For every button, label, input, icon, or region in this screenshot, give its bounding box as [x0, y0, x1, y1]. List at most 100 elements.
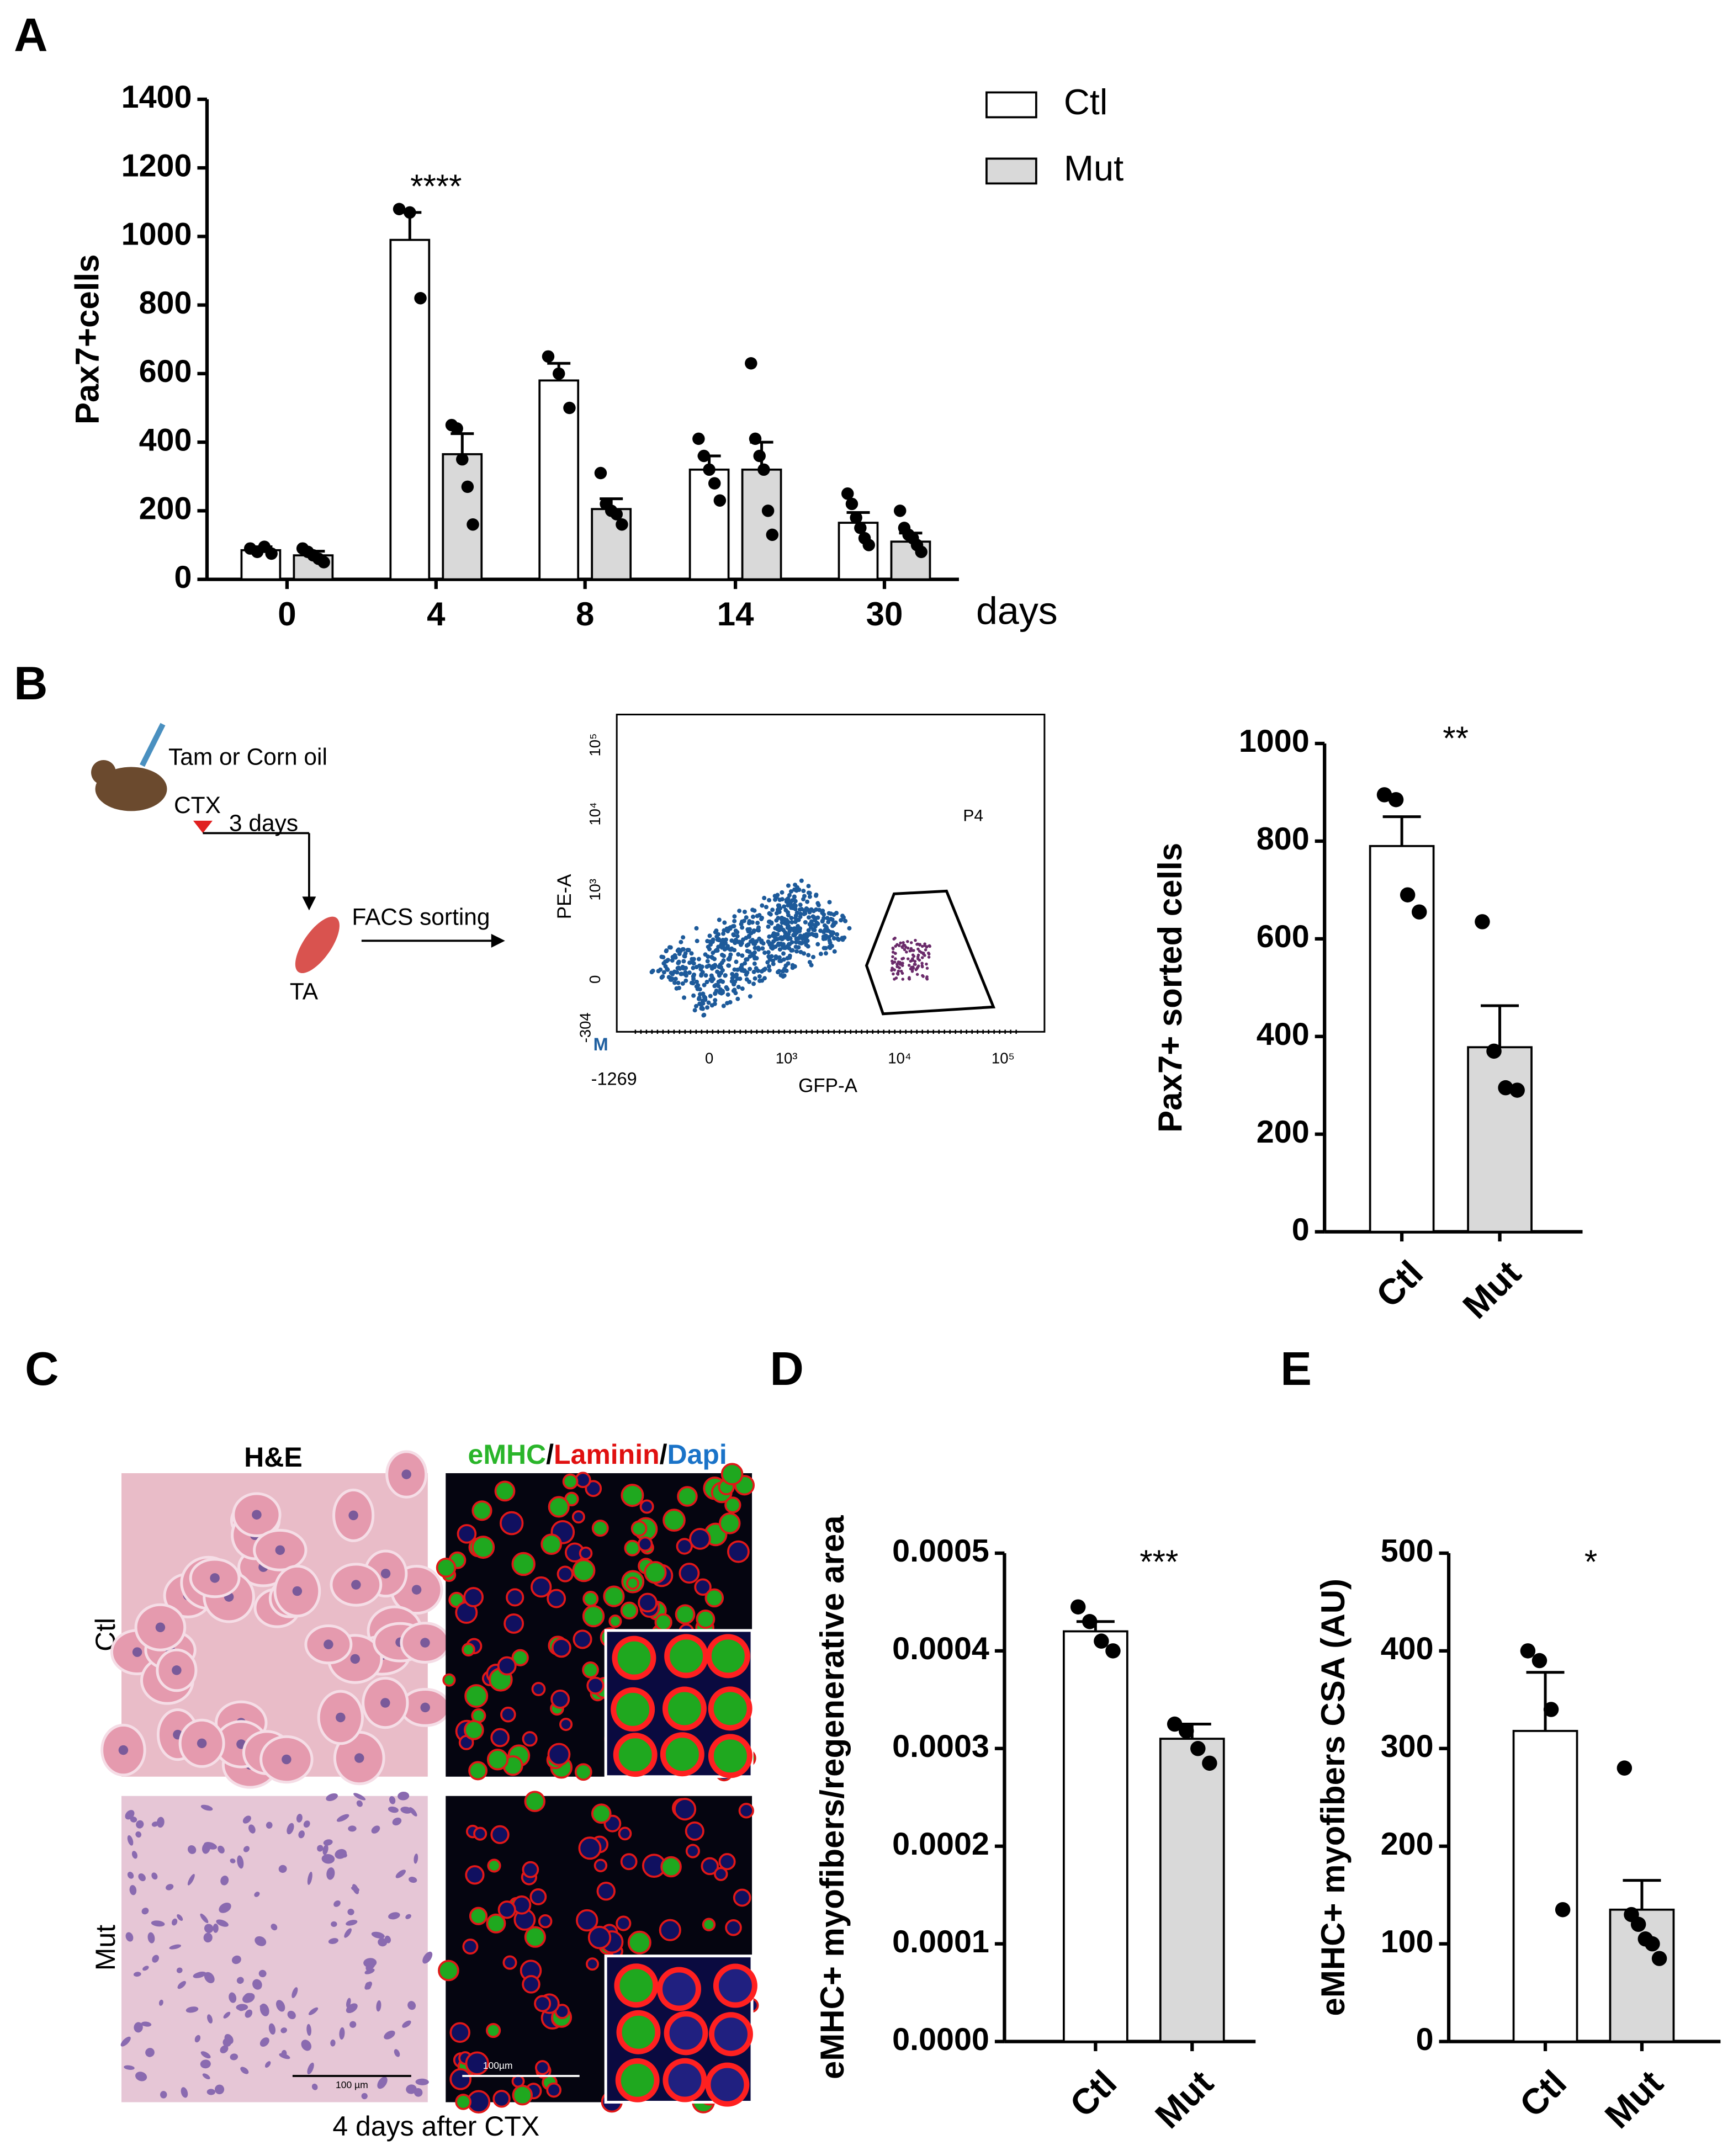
- data-point: [317, 556, 330, 569]
- he-nucleus: [210, 1573, 220, 1583]
- facs-event: [732, 982, 736, 987]
- he-nucleus: [346, 1920, 358, 1926]
- facs-event: [899, 969, 903, 973]
- facs-event: [736, 952, 741, 957]
- data-point: [1617, 1760, 1633, 1776]
- facs-event: [791, 927, 796, 932]
- facs-event: [689, 980, 694, 985]
- y-tick-label: 0.0001: [892, 1924, 989, 1959]
- bar: [1369, 845, 1435, 1233]
- y-tick-label: 200: [1381, 1826, 1434, 1862]
- facs-event: [784, 898, 789, 902]
- facs-frame: [616, 714, 1046, 1033]
- facs-event: [892, 972, 895, 976]
- facs-event: [681, 959, 686, 964]
- facs-event: [705, 959, 710, 964]
- facs-event: [709, 1003, 714, 1008]
- facs-event: [681, 966, 686, 971]
- facs-event: [689, 951, 694, 956]
- he-nucleus: [326, 1867, 335, 1880]
- he-nucleus: [200, 1913, 209, 1924]
- facs-event: [914, 938, 917, 942]
- he-nucleus: [204, 1924, 214, 1934]
- facs-event: [909, 941, 913, 944]
- facs-event: [751, 981, 756, 986]
- he-nucleus: [229, 1992, 237, 2003]
- fluor-cell: [455, 2094, 471, 2110]
- chart: 0.0000 0.0001 0.0002 0.0003 0.0004 0.0005 eMHC…: [814, 1515, 1256, 2136]
- facs-event: [650, 968, 655, 973]
- schematic-label: FACS sorting: [352, 905, 490, 931]
- facs-event: [716, 932, 721, 937]
- facs-event: [759, 969, 764, 974]
- facs-event: [777, 955, 782, 960]
- significance: ***: [1140, 1543, 1178, 1580]
- facs-event: [748, 994, 752, 999]
- facs-event: [678, 949, 683, 954]
- facs-event: [759, 916, 764, 921]
- he-nucleus: [147, 1932, 155, 1943]
- facs-event: [820, 918, 825, 923]
- facs-event: [756, 925, 761, 930]
- he-nucleus: [287, 1823, 294, 1835]
- fluor-cell: [468, 1761, 488, 1781]
- facs-event: [768, 912, 773, 917]
- fluor-cell: [586, 1957, 599, 1971]
- fluor-inset-cell: [611, 1687, 655, 1732]
- he-nucleus: [242, 1815, 251, 1824]
- data-point: [745, 357, 757, 370]
- he-nucleus: [204, 1972, 215, 1984]
- bar: [389, 238, 431, 581]
- facs-event: [756, 946, 761, 950]
- facs-event: [702, 1012, 707, 1017]
- facs-event: [769, 921, 774, 926]
- fluor-cell: [718, 1853, 736, 1871]
- facs-event: [778, 936, 783, 941]
- facs-event: [707, 963, 712, 968]
- he-nucleus: [171, 1918, 178, 1926]
- facs-event: [826, 920, 831, 925]
- fluor-cell: [654, 1613, 672, 1632]
- he-image: [121, 1796, 428, 2102]
- facs-event: [814, 893, 819, 898]
- fluor-cell: [502, 1955, 517, 1970]
- facs-event: [913, 963, 916, 966]
- panel-letter: E: [1280, 1343, 1312, 1395]
- fluor-cell: [490, 1825, 510, 1844]
- facs-event: [675, 966, 680, 971]
- facs-event: [703, 952, 708, 957]
- he-nucleus: [349, 2021, 357, 2028]
- schematic-label: CTX: [174, 793, 221, 819]
- facs-event: [766, 924, 771, 929]
- fluor-cell: [644, 1561, 667, 1584]
- fluor-cell: [573, 1629, 592, 1649]
- he-nucleus: [200, 1804, 213, 1811]
- data-point: [1486, 1043, 1502, 1059]
- he-nucleus: [354, 1753, 364, 1763]
- facs-event: [836, 937, 841, 942]
- fluor-inset-cell: [713, 1963, 757, 2008]
- data-point: [1388, 792, 1404, 808]
- he-nucleus: [389, 1796, 396, 1804]
- facs-event: [925, 962, 928, 966]
- stain-sep: /: [660, 1439, 667, 1470]
- fluor-cell: [585, 1480, 602, 1497]
- he-nucleus: [307, 1872, 312, 1885]
- facs-event: [697, 987, 702, 992]
- he-nucleus: [346, 2003, 358, 2014]
- stain-label: eMHC/Laminin/Dapi: [468, 1439, 727, 1470]
- he-nucleus: [422, 1951, 433, 1964]
- he-nucleus: [215, 2084, 225, 2095]
- panel-letter: A: [14, 9, 47, 61]
- y-tick-label: 0.0004: [892, 1631, 989, 1666]
- facs-y-tick: 10⁵: [586, 734, 603, 757]
- facs-event: [785, 925, 790, 930]
- facs-event: [745, 948, 750, 953]
- stain-sep: /: [546, 1439, 554, 1470]
- facs-event: [808, 925, 813, 930]
- he-nucleus: [322, 1844, 328, 1855]
- facs-event: [789, 940, 794, 945]
- data-point: [757, 463, 770, 476]
- he-nucleus: [409, 1877, 417, 1883]
- data-point: [1411, 904, 1427, 920]
